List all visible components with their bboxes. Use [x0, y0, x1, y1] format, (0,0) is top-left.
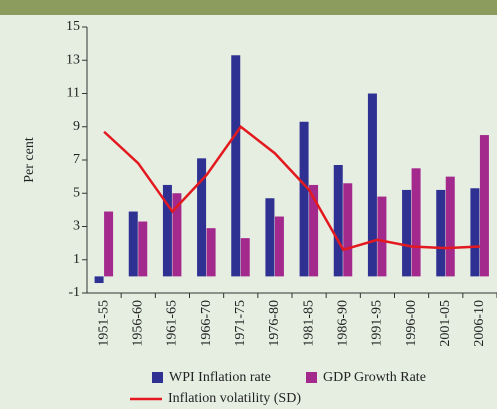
x-tick-label: 1996-00 — [404, 300, 419, 347]
y-tick-label: 11 — [67, 86, 80, 101]
x-tick-label: 1956-60 — [130, 300, 145, 347]
bar — [333, 164, 343, 277]
x-tick-label: 1981-85 — [301, 300, 316, 347]
bar — [470, 188, 480, 277]
bar — [231, 55, 241, 277]
bar — [377, 196, 387, 277]
bar — [240, 238, 250, 277]
bar — [265, 198, 275, 277]
bar — [206, 228, 216, 277]
x-tick-label: 1976-80 — [267, 300, 282, 347]
y-tick-label: 7 — [73, 152, 80, 167]
y-tick-label: 3 — [73, 219, 80, 234]
legend-swatch — [306, 372, 317, 383]
bar — [445, 176, 455, 277]
header-band — [0, 0, 497, 15]
y-tick-label: 9 — [73, 119, 80, 134]
bar — [299, 121, 309, 277]
bar — [436, 189, 446, 277]
x-tick-label: 1951-55 — [96, 300, 111, 347]
bar — [197, 158, 207, 277]
y-tick-label: 5 — [73, 185, 80, 200]
bar — [479, 135, 489, 277]
legend-label: Inflation volatility (SD) — [168, 391, 301, 406]
x-tick-label: 1986-90 — [335, 300, 350, 347]
line-series — [103, 124, 480, 252]
bar — [402, 189, 412, 277]
y-tick-label: 15 — [66, 19, 80, 34]
x-tick-label: 2006-10 — [472, 300, 487, 347]
legend-label: WPI Inflation rate — [169, 370, 271, 385]
x-tick-label: 1971-75 — [233, 300, 248, 347]
y-tick-label: 13 — [66, 52, 80, 67]
bar — [162, 184, 172, 277]
bar — [94, 276, 104, 284]
bar — [172, 193, 182, 277]
x-tick-label: 2001-05 — [438, 300, 453, 347]
x-tick-label: 1966-70 — [199, 300, 214, 347]
bar — [309, 184, 319, 277]
bar — [128, 211, 138, 277]
bar — [367, 93, 377, 277]
bar — [411, 168, 421, 277]
y-tick-label: -1 — [68, 285, 80, 300]
x-tick-label: 1961-65 — [165, 300, 180, 347]
y-axis-label: Per cent — [22, 137, 37, 183]
bar — [104, 211, 114, 277]
legend-label: GDP Growth Rate — [323, 370, 426, 385]
y-tick-label: 1 — [73, 252, 80, 267]
x-tick-label: 1991-95 — [370, 300, 385, 347]
legend-swatch — [152, 372, 163, 383]
bar — [274, 216, 284, 277]
bar — [343, 183, 353, 277]
bar — [138, 221, 148, 277]
